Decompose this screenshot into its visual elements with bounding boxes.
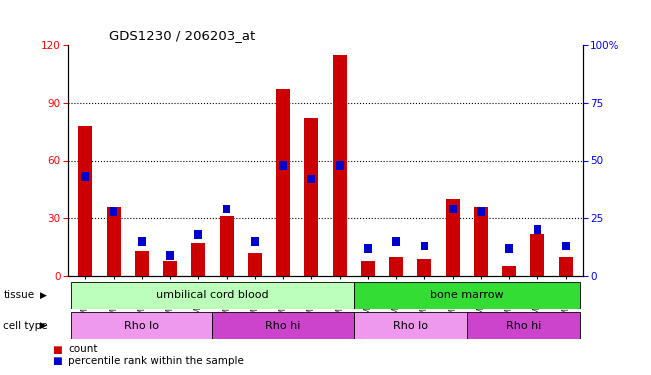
Text: ▶: ▶ <box>40 291 48 300</box>
Bar <box>474 207 488 276</box>
Bar <box>534 225 542 234</box>
Bar <box>353 312 467 339</box>
Bar <box>353 282 580 309</box>
Bar <box>166 251 174 260</box>
Bar <box>71 282 353 309</box>
Text: Rho hi: Rho hi <box>266 321 301 331</box>
Bar <box>251 237 258 246</box>
Text: GDS1230 / 206203_at: GDS1230 / 206203_at <box>109 30 256 42</box>
Bar <box>78 126 92 276</box>
Bar <box>195 230 202 239</box>
Bar <box>138 237 146 246</box>
Text: cell type: cell type <box>3 321 48 331</box>
Bar <box>212 312 353 339</box>
Bar <box>364 244 372 253</box>
Text: ■: ■ <box>52 356 62 366</box>
Text: ■: ■ <box>52 345 62 354</box>
Bar <box>135 251 149 276</box>
Bar <box>559 257 573 276</box>
Text: count: count <box>68 345 98 354</box>
Bar <box>389 257 403 276</box>
Text: bone marrow: bone marrow <box>430 290 504 300</box>
Bar <box>445 199 460 276</box>
Bar <box>191 243 206 276</box>
Bar <box>109 207 117 216</box>
Bar <box>279 161 287 170</box>
Text: umbilical cord blood: umbilical cord blood <box>156 290 269 300</box>
Text: Rho lo: Rho lo <box>124 321 159 331</box>
Bar <box>219 216 234 276</box>
Text: tissue: tissue <box>3 290 35 300</box>
Bar <box>107 207 120 276</box>
Text: ▶: ▶ <box>40 321 48 330</box>
Bar <box>562 242 570 250</box>
Bar <box>449 205 456 213</box>
Bar <box>276 89 290 276</box>
Bar <box>361 261 375 276</box>
Text: Rho hi: Rho hi <box>506 321 541 331</box>
Bar <box>531 234 544 276</box>
Bar <box>333 55 347 276</box>
Bar <box>417 259 432 276</box>
Bar <box>248 253 262 276</box>
Bar <box>477 207 485 216</box>
Bar <box>467 312 580 339</box>
Bar <box>223 205 230 213</box>
Bar <box>71 312 212 339</box>
Bar <box>421 242 428 250</box>
Bar <box>304 118 318 276</box>
Bar <box>163 261 177 276</box>
Bar <box>505 244 513 253</box>
Bar <box>81 172 89 181</box>
Bar <box>336 161 344 170</box>
Text: percentile rank within the sample: percentile rank within the sample <box>68 356 244 366</box>
Bar <box>502 266 516 276</box>
Bar <box>393 237 400 246</box>
Bar <box>307 175 315 183</box>
Text: Rho lo: Rho lo <box>393 321 428 331</box>
